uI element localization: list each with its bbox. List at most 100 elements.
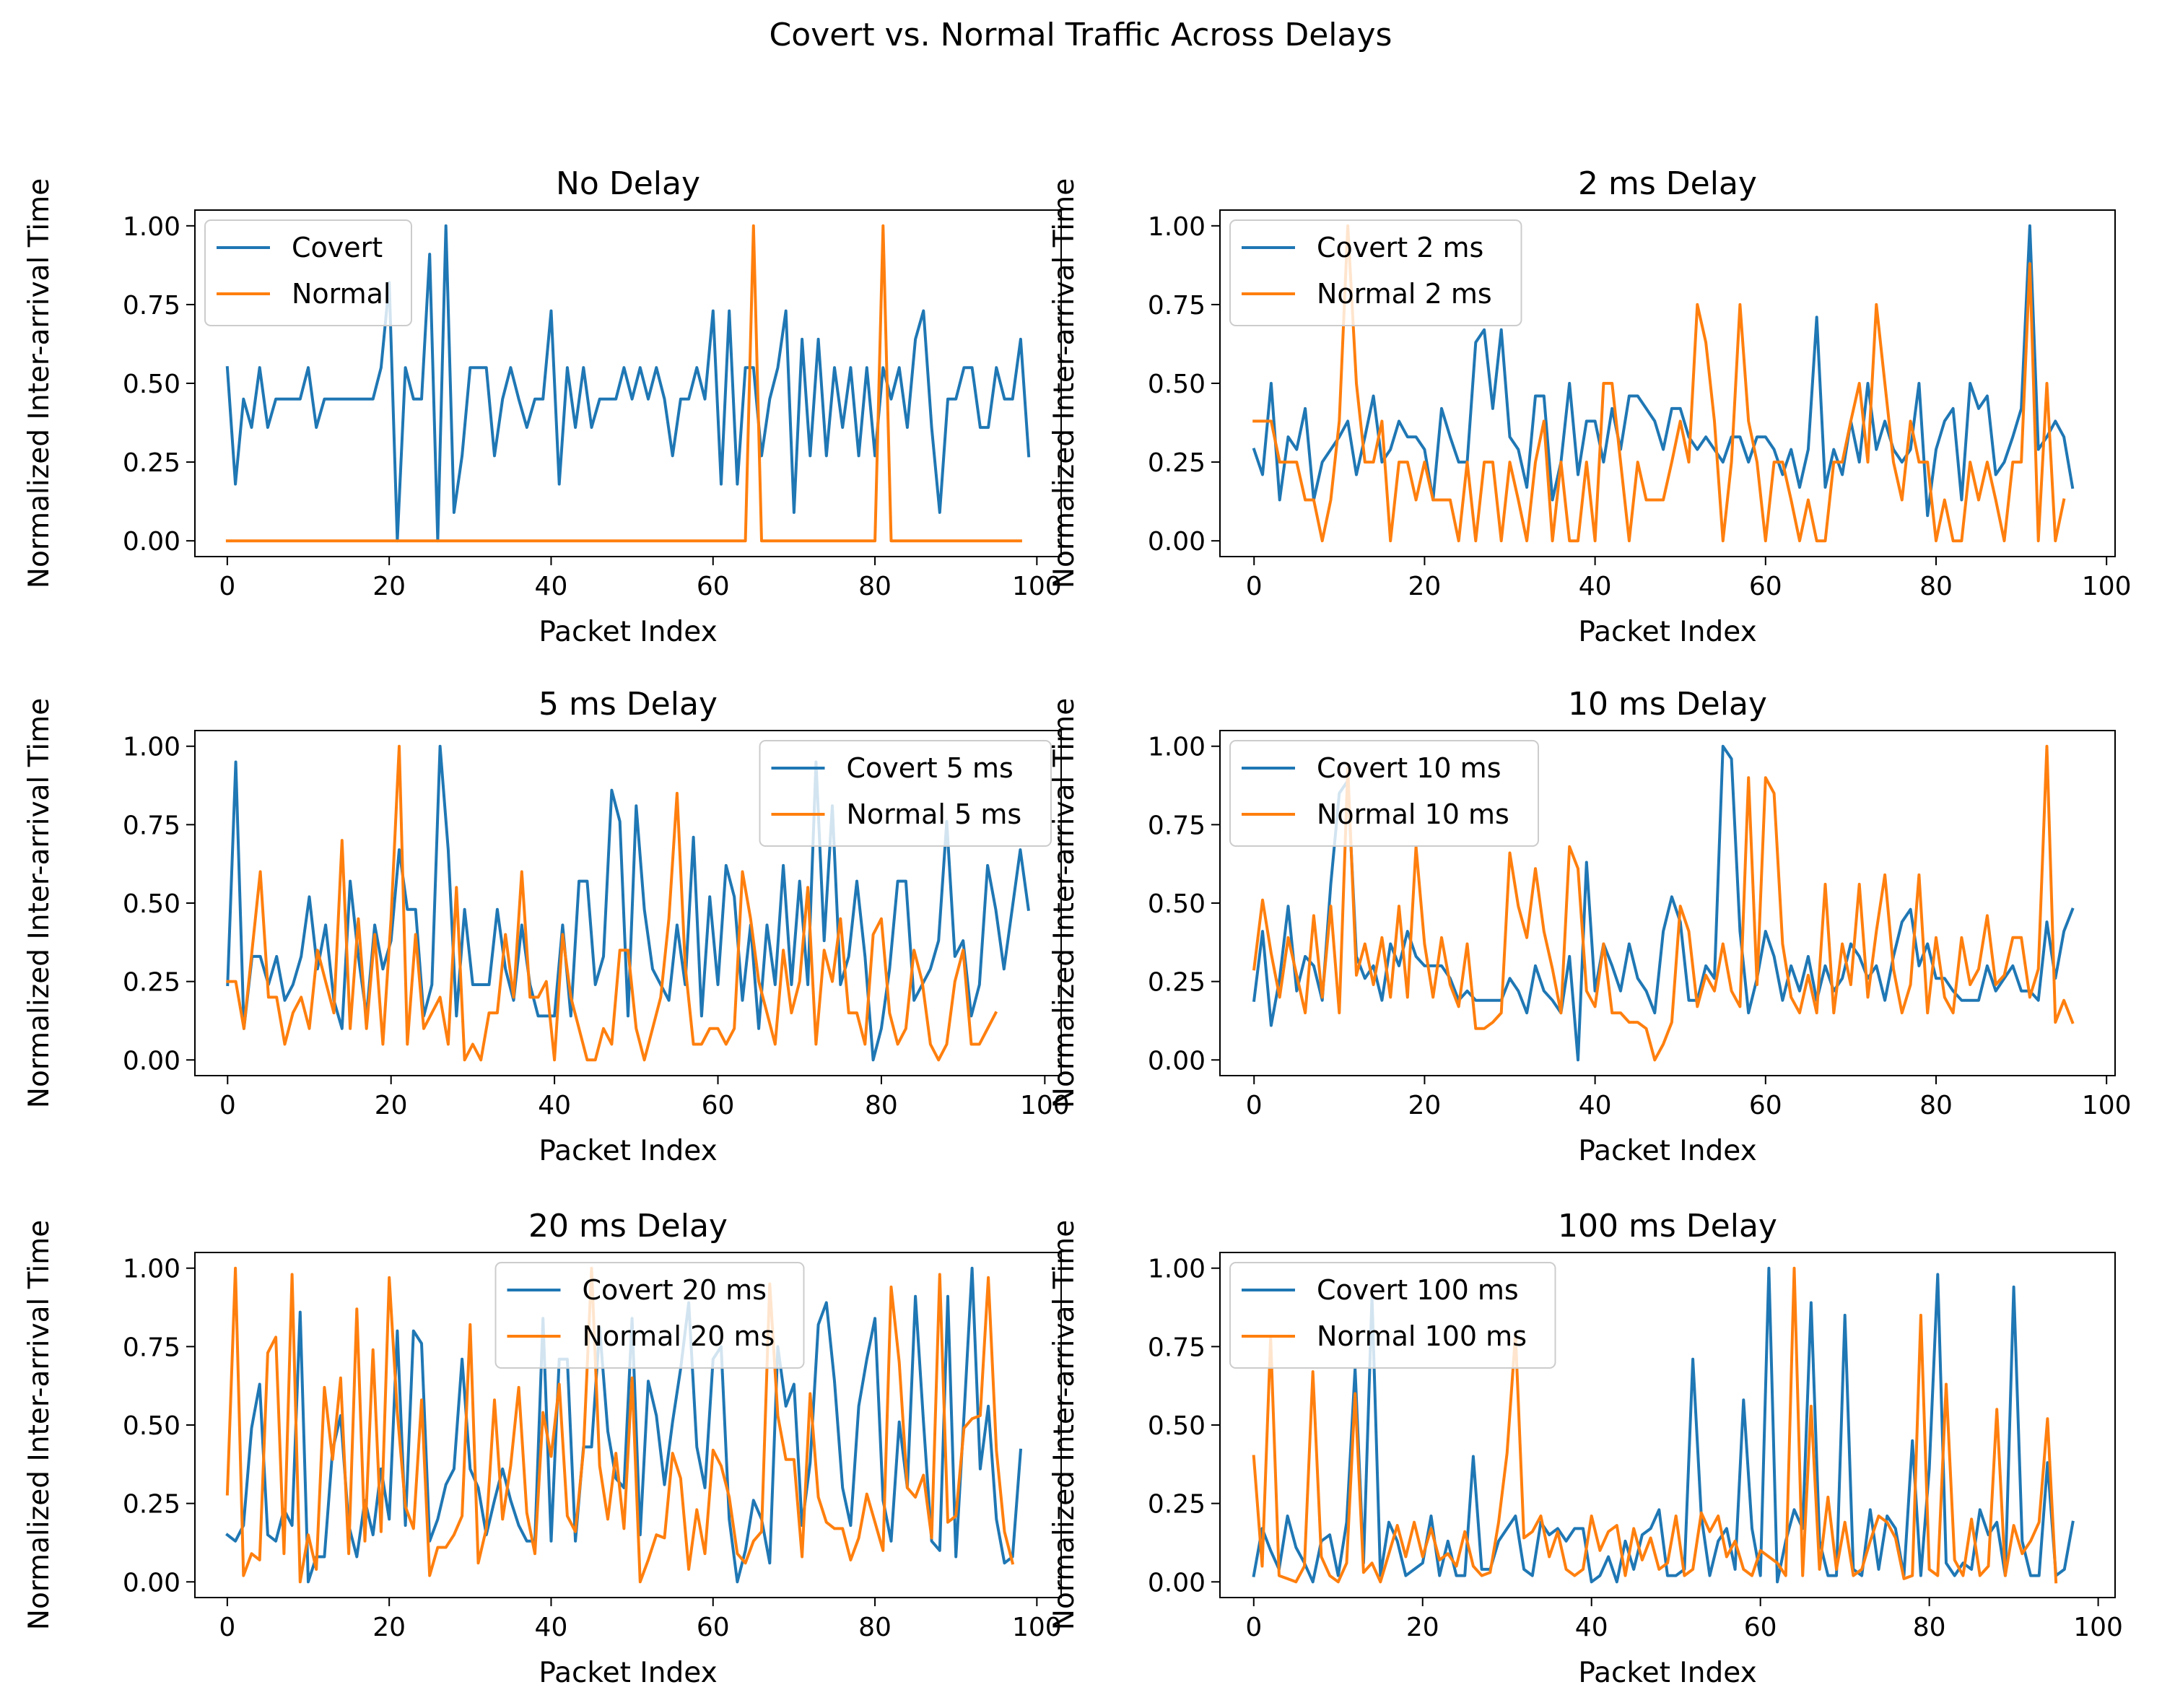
- legend: Covert 5 ms Normal 5 ms: [759, 740, 1052, 847]
- y-tick-label: 1.00: [1148, 1255, 1206, 1284]
- x-axis-label: Packet Index: [539, 616, 717, 648]
- series-line-covert: [225, 1266, 1023, 1584]
- legend: Covert 100 ms Normal 100 ms: [1229, 1262, 1556, 1369]
- x-tick-label: 40: [1575, 1613, 1608, 1642]
- legend-label-covert: Covert 10 ms: [1317, 752, 1501, 784]
- y-tick-label: 0.50: [1148, 889, 1206, 919]
- subplot-5: 0 20 40 60 80 100 0.00 0.25 0.50 0.75 1.00 20 ms De…: [23, 1208, 1062, 1689]
- y-tick-label: 0.00: [123, 1568, 180, 1598]
- y-tick-label: 0.75: [1148, 291, 1206, 321]
- x-tick-label: 40: [535, 1613, 568, 1642]
- y-tick-label: 0.50: [1148, 1411, 1206, 1441]
- subplot-1: 0 20 40 60 80 100 0.00 0.25 0.50 0.75 1.00 No Delay…: [23, 165, 1062, 648]
- subplot-title: 100 ms Delay: [1558, 1208, 1777, 1245]
- series-layer: [1252, 1266, 2075, 1584]
- legend-label-normal: Normal 20 ms: [583, 1320, 775, 1352]
- x-tick-label: 80: [1919, 572, 1953, 601]
- subplot-title: 10 ms Delay: [1568, 686, 1767, 723]
- x-tick-label: 80: [858, 572, 892, 601]
- subplot-2: 0 20 40 60 80 100 0.00 0.25 0.50 0.75 1.00 2 ms Del…: [1048, 165, 2132, 648]
- x-tick-label: 20: [372, 572, 406, 601]
- x-axis-label: Packet Index: [1578, 1657, 1756, 1689]
- subplot-6: 0 20 40 60 80 100 0.00 0.25 0.50 0.75 1.00 100 ms D…: [1048, 1208, 2123, 1689]
- x-tick-label: 80: [858, 1613, 892, 1642]
- x-tick-label: 20: [1408, 572, 1442, 601]
- x-tick-label: 100: [1020, 1091, 1070, 1120]
- x-tick-label: 60: [702, 1091, 735, 1120]
- legend-box: [1229, 740, 1539, 847]
- x-tick-label: 100: [2082, 572, 2132, 601]
- x-tick-label: 0: [219, 1091, 236, 1120]
- x-tick-label: 100: [2073, 1613, 2123, 1642]
- y-tick-label: 0.00: [1148, 527, 1206, 557]
- series-layer: [225, 224, 1031, 543]
- x-tick-label: 60: [1744, 1613, 1777, 1642]
- legend-label-normal: Normal 100 ms: [1317, 1320, 1527, 1352]
- y-axis-label: Normalized Inter-arrival Time: [1048, 698, 1081, 1108]
- series-line-covert: [226, 744, 1030, 1062]
- legend: Covert 2 ms Normal 2 ms: [1229, 219, 1522, 326]
- x-tick-label: 40: [1579, 572, 1612, 601]
- y-tick-label: 1.00: [123, 212, 180, 242]
- y-tick-label: 0.00: [123, 1046, 180, 1076]
- y-axis-label: Normalized Inter-arrival Time: [23, 178, 56, 588]
- x-tick-label: 100: [1012, 1613, 1062, 1642]
- x-tick-label: 100: [2082, 1091, 2132, 1120]
- y-tick-label: 0.25: [1148, 448, 1206, 478]
- legend: Covert 20 ms Normal 20 ms: [494, 1262, 805, 1369]
- x-tick-label: 80: [1913, 1613, 1946, 1642]
- series-layer: [1252, 744, 2075, 1062]
- x-tick-label: 40: [535, 572, 568, 601]
- legend: Covert Normal: [204, 219, 412, 326]
- x-tick-label: 0: [219, 572, 235, 601]
- y-tick-label: 0.50: [123, 889, 180, 919]
- series-line-normal: [1252, 224, 2066, 543]
- legend-label-normal: Normal 2 ms: [1317, 278, 1492, 310]
- series-layer: [1252, 224, 2075, 543]
- y-tick-label: 0.25: [123, 1490, 180, 1520]
- y-tick-label: 0.50: [1148, 370, 1206, 399]
- x-axis-label: Packet Index: [539, 1135, 717, 1167]
- x-tick-label: 80: [865, 1091, 898, 1120]
- x-axis-label: Packet Index: [1578, 1135, 1756, 1167]
- x-tick-label: 20: [1406, 1613, 1439, 1642]
- x-tick-label: 0: [1246, 572, 1263, 601]
- y-tick-label: 0.50: [123, 1411, 180, 1441]
- y-tick-label: 0.00: [1148, 1046, 1206, 1076]
- y-tick-label: 0.25: [123, 448, 180, 478]
- x-tick-label: 20: [1408, 1091, 1442, 1120]
- y-tick-label: 0.00: [1148, 1568, 1206, 1598]
- x-tick-label: 0: [219, 1613, 235, 1642]
- x-tick-label: 40: [1579, 1091, 1612, 1120]
- x-tick-label: 40: [538, 1091, 571, 1120]
- y-tick-label: 0.25: [123, 968, 180, 998]
- y-tick-label: 0.50: [123, 370, 180, 399]
- subplot-3: 0 20 40 60 80 100 0.00 0.25 0.50 0.75 1.00 5 ms Del…: [23, 686, 1070, 1167]
- x-tick-label: 60: [1749, 1091, 1782, 1120]
- y-tick-label: 0.75: [123, 1333, 180, 1362]
- y-axis-label: Normalized Inter-arrival Time: [23, 698, 56, 1108]
- legend-label-covert: Covert: [292, 232, 383, 263]
- legend-box: [1229, 1262, 1556, 1369]
- figure-suptitle: Covert vs. Normal Traffic Across Delays: [770, 17, 1392, 53]
- series-line-normal: [226, 744, 998, 1062]
- y-tick-label: 0.25: [1148, 1490, 1206, 1520]
- legend-label-covert: Covert 20 ms: [583, 1274, 767, 1306]
- legend-label-covert: Covert 2 ms: [1317, 232, 1483, 263]
- series-line-normal: [1252, 1266, 2058, 1584]
- series-line-covert: [1252, 224, 2075, 518]
- series-layer: [226, 744, 1030, 1062]
- series-line-covert: [1252, 744, 2075, 1062]
- legend-label-covert: Covert 100 ms: [1317, 1274, 1519, 1306]
- series-line-covert: [225, 224, 1031, 543]
- series-layer: [225, 1266, 1023, 1584]
- x-tick-label: 20: [375, 1091, 408, 1120]
- y-tick-label: 1.00: [123, 733, 180, 762]
- legend-box: [494, 1262, 805, 1369]
- x-tick-label: 60: [697, 572, 730, 601]
- legend-label-covert: Covert 5 ms: [847, 752, 1014, 784]
- subplot-title: 5 ms Delay: [539, 686, 718, 723]
- subplot-4: 0 20 40 60 80 100 0.00 0.25 0.50 0.75 1.00 10 ms De…: [1048, 686, 2132, 1167]
- y-tick-label: 0.00: [123, 527, 180, 557]
- legend-box: [759, 740, 1052, 847]
